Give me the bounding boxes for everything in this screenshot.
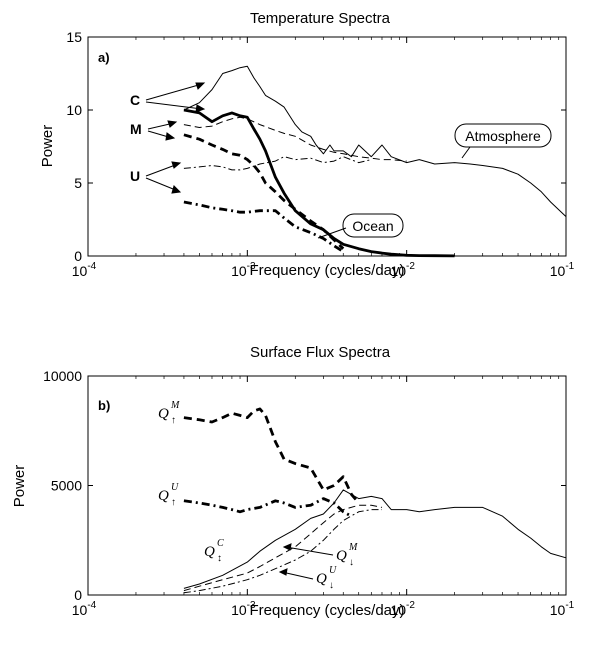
q-label-down-u: Q U ↓ bbox=[316, 565, 337, 591]
arrow-qu-down bbox=[281, 571, 314, 580]
x-tick-label: 10-2 bbox=[390, 261, 415, 279]
y-tick-label: 10000 bbox=[43, 368, 82, 384]
q-label-up-m: Q M ↑ bbox=[158, 400, 180, 426]
series-line-thin-solid bbox=[183, 65, 567, 217]
group-label-m: M bbox=[130, 121, 142, 137]
q-base: Q bbox=[316, 571, 327, 587]
q-label-up-u: Q U ↑ bbox=[158, 482, 179, 508]
q-sub: ↑ bbox=[171, 497, 176, 508]
q-sup: U bbox=[329, 565, 337, 576]
y-tick-label: 10 bbox=[66, 102, 82, 118]
q-base: Q bbox=[204, 544, 215, 560]
arrow-c-2 bbox=[145, 101, 203, 110]
y-axis: 0 5000 10000 bbox=[43, 368, 566, 603]
q-sup: U bbox=[171, 482, 179, 493]
q-base: Q bbox=[158, 488, 169, 504]
series-line-thin-dashed bbox=[183, 116, 407, 162]
callout-box bbox=[454, 123, 552, 148]
group-label-u: U bbox=[130, 168, 140, 184]
arrow-u-1 bbox=[145, 163, 179, 177]
callout-pointer bbox=[317, 227, 347, 239]
panel-label: a) bbox=[98, 50, 110, 65]
arrow-head bbox=[278, 568, 288, 576]
series-line-thin-dashdot bbox=[183, 509, 382, 594]
arrow-u-2 bbox=[145, 177, 179, 192]
arrow-head bbox=[167, 120, 178, 128]
callout-atmosphere-text: Atmosphere bbox=[465, 128, 541, 144]
callout-ocean: Ocean bbox=[317, 213, 404, 239]
series-group bbox=[183, 407, 567, 594]
y-tick-label: 0 bbox=[74, 587, 82, 603]
q-sup: M bbox=[170, 400, 180, 411]
arrow-head bbox=[171, 161, 182, 169]
arrow-head bbox=[195, 82, 206, 90]
q-sup: M bbox=[348, 542, 358, 553]
plot-frame bbox=[87, 36, 567, 257]
y-tick-label: 0 bbox=[74, 248, 82, 264]
x-tick-label: 10-3 bbox=[231, 600, 256, 618]
x-axis: 10-4 10-3 10-2 10-1 bbox=[72, 376, 575, 618]
arrow-head bbox=[171, 185, 182, 194]
chart-title: Surface Flux Spectra bbox=[250, 344, 391, 361]
group-arrows bbox=[145, 82, 206, 194]
x-axis: 10-4 10-3 10-2 10-1 bbox=[72, 37, 575, 279]
series-line-thin-dashed bbox=[183, 504, 383, 592]
arrow-head bbox=[282, 543, 292, 551]
y-axis-label: Power bbox=[11, 465, 28, 508]
arrow-head bbox=[195, 104, 206, 113]
series-line-thick-dashed bbox=[183, 407, 360, 504]
panel-label: b) bbox=[98, 398, 110, 413]
x-tick-label: 10-1 bbox=[550, 600, 575, 618]
q-arrows bbox=[278, 543, 334, 580]
arrow-c-1 bbox=[145, 83, 203, 101]
arrow-qm-down bbox=[285, 546, 334, 556]
callout-ocean-text: Ocean bbox=[352, 218, 393, 234]
series-line-thin-dashdot bbox=[183, 156, 372, 171]
series-line-thick-solid bbox=[183, 108, 455, 258]
x-axis-label: Frequency (cycles/day) bbox=[249, 262, 404, 279]
y-axis: 0 5 10 15 bbox=[66, 29, 566, 264]
x-axis-label: Frequency (cycles/day) bbox=[249, 602, 404, 619]
q-sub: ↑ bbox=[171, 415, 176, 426]
callout-pointer bbox=[461, 146, 471, 159]
series-line-thick-dashed bbox=[183, 133, 345, 250]
q-sub: ↓ bbox=[349, 557, 354, 568]
chart-title: Temperature Spectra bbox=[250, 10, 391, 27]
series-group bbox=[183, 65, 567, 258]
callout-atmosphere: Atmosphere bbox=[454, 123, 552, 159]
arrow-head bbox=[165, 132, 176, 141]
series-line-thick-dashdot bbox=[183, 497, 353, 518]
y-tick-label: 5 bbox=[74, 175, 82, 191]
x-tick-label: 10-1 bbox=[550, 261, 575, 279]
y-axis-label: Power bbox=[39, 125, 56, 168]
series-line-thick-dashdot bbox=[183, 200, 345, 253]
x-tick-label: 10-4 bbox=[72, 600, 97, 618]
q-sub: ↕ bbox=[217, 553, 222, 564]
q-sup: C bbox=[217, 538, 224, 549]
series-line-thin-solid bbox=[183, 489, 567, 589]
group-label-c: C bbox=[130, 92, 140, 108]
x-tick-label: 10-4 bbox=[72, 261, 97, 279]
x-tick-label: 10-3 bbox=[231, 261, 256, 279]
q-base: Q bbox=[336, 548, 347, 564]
q-label-down-m: Q M ↓ bbox=[336, 542, 358, 568]
y-tick-label: 15 bbox=[66, 29, 82, 45]
q-sub: ↓ bbox=[329, 580, 334, 591]
x-tick-label: 10-2 bbox=[390, 600, 415, 618]
q-label-updown-c: Q C ↕ bbox=[204, 538, 224, 564]
y-tick-label: 5000 bbox=[51, 478, 82, 494]
callout-box bbox=[342, 213, 404, 238]
q-base: Q bbox=[158, 406, 169, 422]
